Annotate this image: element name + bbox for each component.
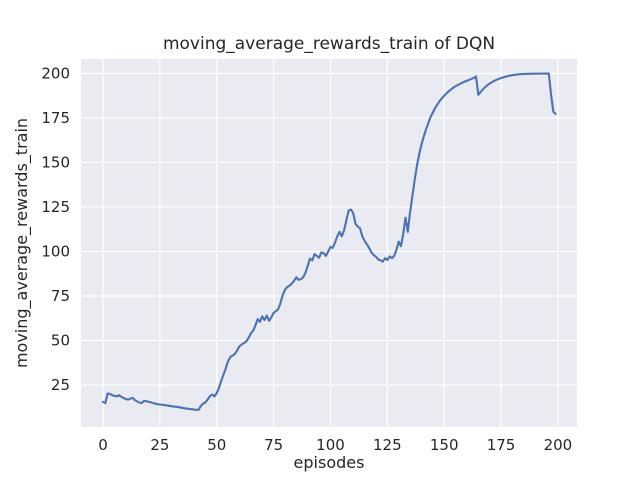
vertical-gridlines xyxy=(102,59,559,427)
x-tick-label: 0 xyxy=(98,436,108,454)
y-tick-label: 75 xyxy=(51,287,70,305)
x-tick-label: 125 xyxy=(373,436,402,454)
y-tick-label: 100 xyxy=(41,242,70,260)
plot-area xyxy=(81,59,577,427)
x-tick-label: 175 xyxy=(487,436,516,454)
y-tick-label: 125 xyxy=(41,198,70,216)
y-tick-label: 50 xyxy=(51,331,70,349)
chart-title: moving_average_rewards_train of DQN xyxy=(163,34,495,54)
x-tick-label: 200 xyxy=(544,436,573,454)
y-axis-label: moving_average_rewards_train xyxy=(12,118,32,368)
x-tick-label: 25 xyxy=(150,436,169,454)
x-axis-label: episodes xyxy=(294,453,365,472)
x-tick-label: 100 xyxy=(316,436,345,454)
x-tick-labels: 0 25 50 75 100 125 150 175 200 xyxy=(98,436,572,454)
x-tick-label: 75 xyxy=(264,436,283,454)
y-tick-label: 25 xyxy=(51,376,70,394)
y-tick-label: 175 xyxy=(41,109,70,127)
x-tick-label: 150 xyxy=(430,436,459,454)
x-tick-label: 50 xyxy=(207,436,226,454)
y-tick-label: 200 xyxy=(41,64,70,82)
dqn-reward-line xyxy=(102,72,557,411)
y-tick-labels: 25 50 75 100 125 150 175 200 xyxy=(41,64,70,394)
y-tick-label: 150 xyxy=(41,153,70,171)
